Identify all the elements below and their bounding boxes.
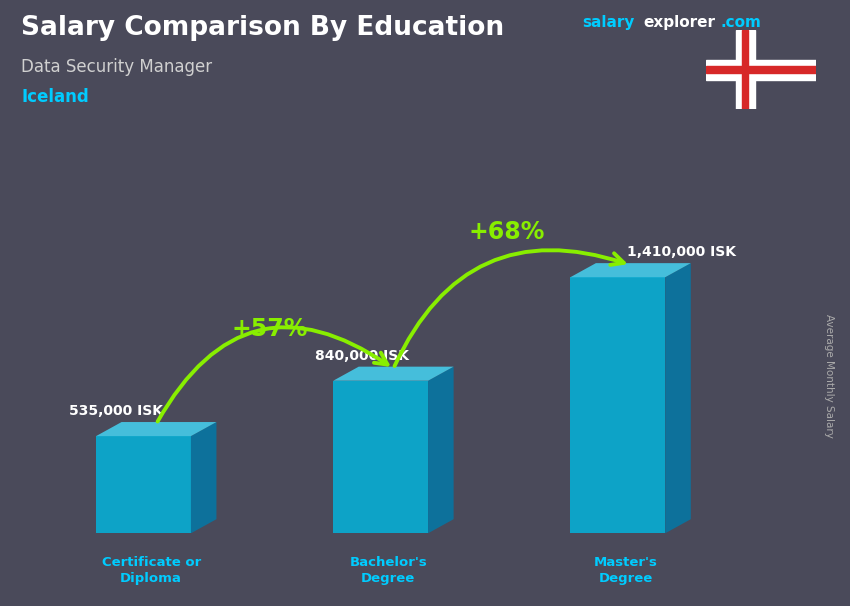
Text: explorer: explorer bbox=[643, 15, 716, 30]
Polygon shape bbox=[333, 381, 428, 533]
Text: salary: salary bbox=[582, 15, 635, 30]
Text: +57%: +57% bbox=[231, 317, 308, 341]
Bar bbox=[742, 30, 749, 109]
Polygon shape bbox=[570, 263, 691, 277]
Text: Average Monthly Salary: Average Monthly Salary bbox=[824, 314, 834, 438]
Polygon shape bbox=[191, 422, 217, 533]
Text: 840,000 ISK: 840,000 ISK bbox=[315, 349, 410, 363]
Text: .com: .com bbox=[721, 15, 762, 30]
Bar bbox=[706, 67, 816, 73]
Text: 1,410,000 ISK: 1,410,000 ISK bbox=[627, 245, 736, 259]
Text: Iceland: Iceland bbox=[21, 88, 89, 106]
Bar bbox=[736, 30, 755, 109]
Text: 535,000 ISK: 535,000 ISK bbox=[69, 404, 163, 418]
Polygon shape bbox=[428, 367, 454, 533]
Text: Salary Comparison By Education: Salary Comparison By Education bbox=[21, 15, 504, 41]
Text: Bachelor's
Degree: Bachelor's Degree bbox=[349, 556, 428, 585]
Text: +68%: +68% bbox=[468, 220, 545, 244]
Polygon shape bbox=[666, 263, 691, 533]
Text: Data Security Manager: Data Security Manager bbox=[21, 58, 212, 76]
Bar bbox=[706, 60, 816, 79]
Polygon shape bbox=[96, 422, 217, 436]
Polygon shape bbox=[333, 367, 454, 381]
Text: Master's
Degree: Master's Degree bbox=[593, 556, 657, 585]
Text: Certificate or
Diploma: Certificate or Diploma bbox=[101, 556, 201, 585]
Polygon shape bbox=[96, 436, 191, 533]
Polygon shape bbox=[570, 277, 666, 533]
